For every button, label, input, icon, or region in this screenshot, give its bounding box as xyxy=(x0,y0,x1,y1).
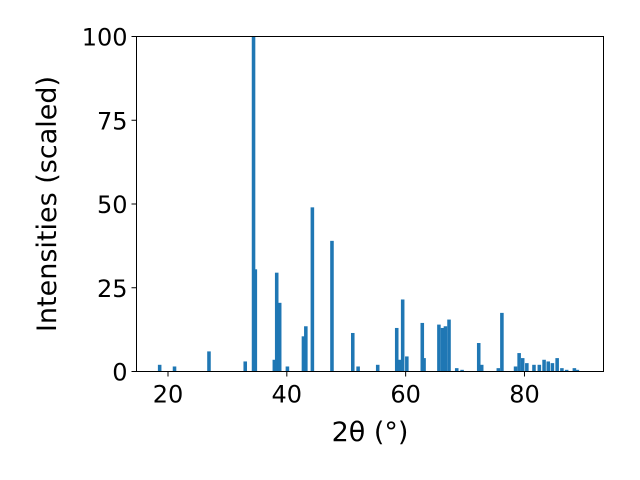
bars xyxy=(157,36,580,372)
bar xyxy=(443,326,448,372)
bar xyxy=(525,363,529,372)
bar xyxy=(277,302,282,372)
bar xyxy=(274,272,279,372)
bar xyxy=(437,324,441,372)
bar xyxy=(330,240,334,372)
bar xyxy=(454,368,459,372)
bar xyxy=(172,366,177,372)
x-tick-label: 80 xyxy=(509,381,540,409)
bar xyxy=(517,353,521,372)
bar xyxy=(479,364,484,372)
bar xyxy=(356,366,360,372)
bar xyxy=(440,327,445,372)
bar xyxy=(532,364,536,372)
bar xyxy=(394,327,399,372)
bar xyxy=(447,319,451,372)
bar xyxy=(500,312,504,372)
axis-ticks: 20 40 60 80 0 25 50 75 100 xyxy=(82,24,540,409)
bar xyxy=(285,366,290,372)
bar xyxy=(496,368,501,372)
bar xyxy=(572,368,577,372)
bar xyxy=(460,369,464,372)
bar xyxy=(304,326,308,372)
bar xyxy=(207,351,211,372)
y-tick-label: 25 xyxy=(97,275,128,303)
y-tick-label: 100 xyxy=(82,24,128,52)
bar xyxy=(550,363,555,372)
bar xyxy=(513,366,518,372)
bar xyxy=(301,336,306,372)
y-tick-label: 75 xyxy=(97,107,128,135)
bar xyxy=(560,368,564,372)
bar xyxy=(537,364,542,372)
bar xyxy=(397,359,402,372)
bar xyxy=(253,269,258,372)
bar xyxy=(350,332,355,372)
bar xyxy=(476,343,481,372)
x-tick-label: 40 xyxy=(272,381,303,409)
y-axis-label: Intensities (scaled) xyxy=(32,76,63,332)
bar xyxy=(405,356,409,372)
bar xyxy=(157,364,162,372)
bar xyxy=(542,359,546,372)
x-tick-label: 20 xyxy=(153,381,184,409)
bar xyxy=(243,361,248,372)
plot-frame xyxy=(136,36,604,372)
bar xyxy=(251,36,256,372)
y-tick-label: 50 xyxy=(97,191,128,219)
bar xyxy=(564,369,569,372)
bar xyxy=(272,359,277,372)
bar xyxy=(555,358,559,372)
bar xyxy=(400,299,405,372)
y-tick-label: 0 xyxy=(112,359,127,387)
bar xyxy=(310,207,315,372)
bar xyxy=(420,322,425,372)
x-axis-label: 2θ (°) xyxy=(332,417,409,448)
bar xyxy=(575,369,580,372)
bar xyxy=(422,358,426,372)
bar xyxy=(375,364,380,372)
bar xyxy=(546,361,551,372)
bar xyxy=(520,358,525,372)
x-tick-label: 60 xyxy=(390,381,421,409)
